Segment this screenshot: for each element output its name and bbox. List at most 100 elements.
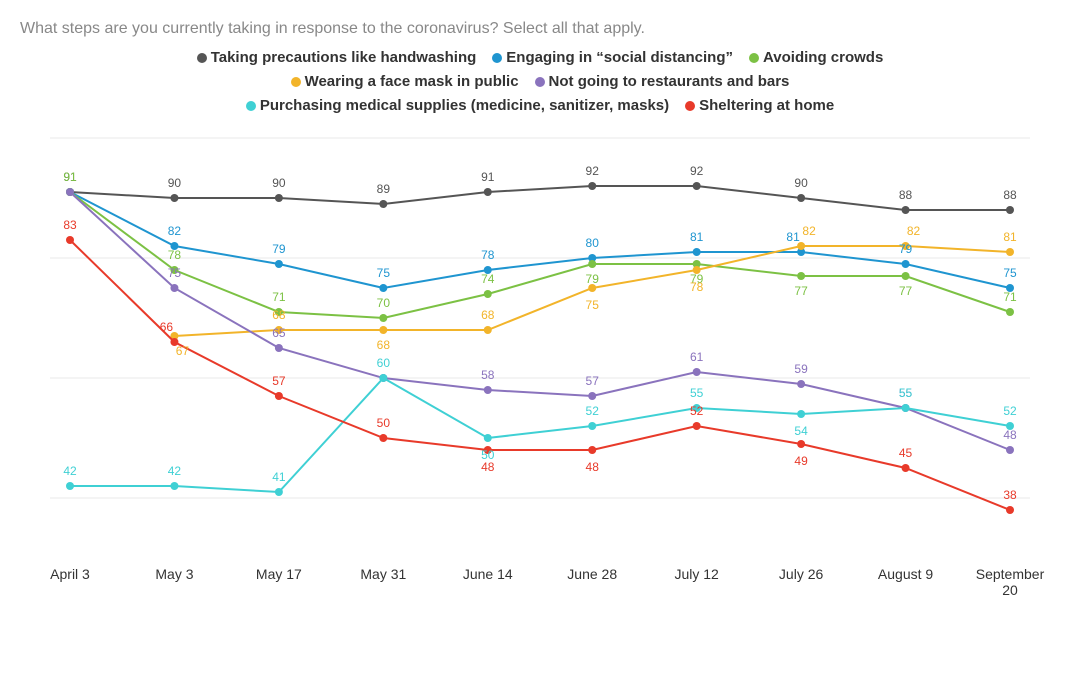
legend-item: Sheltering at home [685,94,834,118]
legend-label: Purchasing medical supplies (medicine, s… [260,97,669,114]
data-point [170,242,178,250]
data-point [797,380,805,388]
data-point [588,422,596,430]
x-axis-label: May 31 [360,566,406,582]
chart-svg [40,128,1040,588]
legend-dot [492,53,502,63]
legend-dot [749,53,759,63]
data-point [170,266,178,274]
data-point [170,482,178,490]
legend-item: Wearing a face mask in public [291,70,519,94]
data-point [588,392,596,400]
data-point [484,326,492,334]
legend-dot [197,53,207,63]
data-point [484,386,492,394]
data-point [66,188,74,196]
data-point [693,404,701,412]
data-point [379,374,387,382]
x-axis-label: June 14 [463,566,513,582]
x-axis-label: August 9 [878,566,933,582]
data-point [484,434,492,442]
legend-label: Wearing a face mask in public [305,73,519,90]
chart-plot-area: April 3 May 3 May 17 May 31 June 14 June 28 Ju… [40,128,1040,608]
x-axis-label: July 12 [674,566,718,582]
legend-dot [685,101,695,111]
data-point [379,326,387,334]
data-point [379,200,387,208]
data-point [275,260,283,268]
x-axis-label: May 3 [155,566,193,582]
data-point [588,446,596,454]
series-line [70,192,1010,318]
legend-item: Taking precautions like handwashing [197,46,477,70]
data-point [797,410,805,418]
data-point [902,206,910,214]
legend-item: Purchasing medical supplies (medicine, s… [246,94,669,118]
x-axis-label: September 20 [976,566,1044,598]
data-point [275,392,283,400]
data-point [484,266,492,274]
data-point [1006,446,1014,454]
data-point [588,260,596,268]
data-point [484,290,492,298]
x-axis-label: June 28 [567,566,617,582]
data-point [275,488,283,496]
data-point [1006,284,1014,292]
x-axis-label: July 26 [779,566,823,582]
legend-dot [246,101,256,111]
legend-label: Sheltering at home [699,97,834,114]
data-point [170,194,178,202]
data-point [693,182,701,190]
legend-item: Engaging in “social distancing” [492,46,733,70]
data-point [693,368,701,376]
data-point [275,308,283,316]
data-point [588,284,596,292]
data-point [275,344,283,352]
data-point [797,194,805,202]
x-axis-label: May 17 [256,566,302,582]
data-point [275,194,283,202]
legend-label: Taking precautions like handwashing [211,49,477,66]
data-point [66,482,74,490]
data-point [902,242,910,250]
legend-label: Engaging in “social distancing” [506,49,733,66]
data-point [797,272,805,280]
legend-item: Not going to restaurants and bars [535,70,790,94]
series-line [70,378,1010,492]
data-point [379,434,387,442]
data-point [1006,506,1014,514]
legend-item: Avoiding crowds [749,46,883,70]
data-point [797,440,805,448]
chart-legend: Taking precautions like handwashing Engag… [20,46,1060,118]
chart-title: What steps are you currently taking in r… [20,20,1060,38]
legend-label: Not going to restaurants and bars [549,73,790,90]
series-line [70,186,1010,210]
data-point [484,188,492,196]
data-point [275,326,283,334]
data-point [379,314,387,322]
x-axis-label: April 3 [50,566,90,582]
data-point [588,182,596,190]
data-point [693,422,701,430]
data-point [379,284,387,292]
data-point [484,446,492,454]
data-point [902,464,910,472]
data-point [693,248,701,256]
legend-dot [535,77,545,87]
legend-label: Avoiding crowds [763,49,883,66]
data-point [170,338,178,346]
data-point [902,272,910,280]
data-point [1006,308,1014,316]
data-point [66,236,74,244]
series-line [70,240,1010,510]
legend-dot [291,77,301,87]
data-point [1006,422,1014,430]
coronavirus-precautions-chart: What steps are you currently taking in r… [20,20,1060,655]
series-line [70,192,1010,450]
data-point [902,260,910,268]
data-point [1006,206,1014,214]
data-point [693,266,701,274]
data-point [797,242,805,250]
data-point [1006,248,1014,256]
data-point [902,404,910,412]
